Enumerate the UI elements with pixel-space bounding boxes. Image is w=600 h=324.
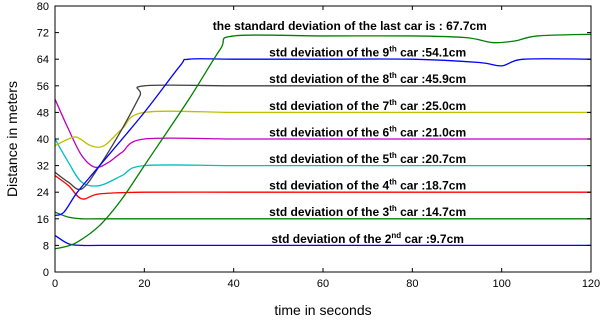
x-tick-label: 80 — [406, 278, 418, 290]
std-deviation-annotation: std deviation of the 5th car :20.7cm — [269, 151, 466, 166]
std-deviation-annotation: std deviation of the 9th car :54.1cm — [269, 45, 466, 60]
y-tick-label: 16 — [37, 214, 49, 226]
y-tick-label: 48 — [37, 107, 49, 119]
y-tick-label: 32 — [37, 161, 49, 173]
x-tick-label: 0 — [52, 278, 58, 290]
std-deviation-annotation: std deviation of the 7th car :25.0cm — [269, 98, 466, 113]
std-deviation-annotation: std deviation of the 3th car :14.7cm — [269, 204, 466, 219]
series-line-car4 — [54, 175, 591, 200]
x-tick-label: 40 — [228, 278, 240, 290]
series-layer — [54, 33, 592, 250]
y-axis-label: Distance in meters — [4, 81, 20, 197]
series-line-car3 — [54, 211, 591, 220]
x-tick-label: 20 — [138, 278, 150, 290]
std-deviation-annotation: std deviation of the 2nd car :9.7cm — [271, 231, 464, 246]
std-deviation-annotation: std deviation of the 4th car :18.7cm — [269, 178, 466, 193]
y-tick-label: 72 — [37, 28, 49, 40]
y-tick-label: 56 — [37, 81, 49, 93]
std-deviation-annotation: std deviation of the 8th car :45.9cm — [269, 71, 466, 86]
y-tick-label: 40 — [37, 134, 49, 146]
series-line-car8 — [54, 84, 591, 191]
y-tick-label: 80 — [37, 1, 49, 13]
annotation-layer: the standard deviation of the last car i… — [213, 19, 487, 246]
y-tick-label: 24 — [37, 187, 49, 199]
series-line-car10 — [54, 33, 592, 250]
x-tick-label: 60 — [317, 278, 329, 290]
tick-layer: 0 20 40 60 80 100 120 0 8 16 24 32 40 48 56 64 72 80 — [37, 1, 600, 290]
std-deviation-annotation: std deviation of the 6th car :21.0cm — [269, 124, 466, 139]
series-line-car9 — [54, 58, 592, 217]
y-tick-label: 0 — [43, 267, 49, 279]
x-axis-label: time in seconds — [274, 302, 371, 318]
series-line-car5 — [54, 138, 591, 187]
x-tick-label: 100 — [492, 278, 510, 290]
x-tick-label: 120 — [582, 278, 600, 290]
series-line-car2 — [54, 234, 591, 247]
y-tick-label: 64 — [37, 54, 49, 66]
y-tick-label: 8 — [43, 240, 49, 252]
std-deviation-annotation: the standard deviation of the last car i… — [213, 19, 487, 33]
series-line-car6 — [54, 98, 591, 169]
